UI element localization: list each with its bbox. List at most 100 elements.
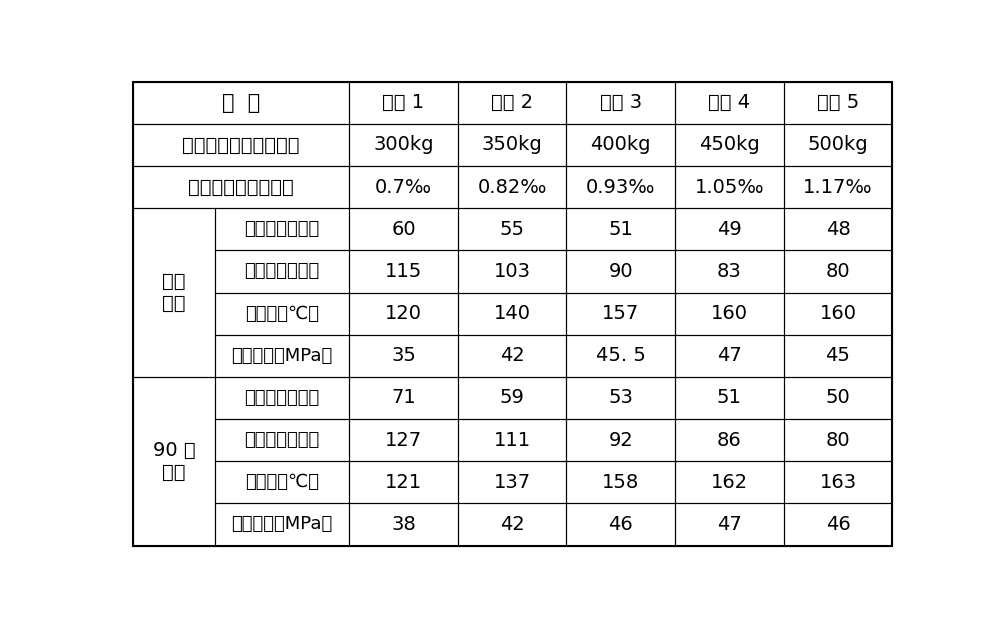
Text: 60: 60 — [391, 220, 416, 238]
Bar — [349, 166, 458, 208]
Bar — [566, 504, 675, 545]
Bar — [566, 166, 675, 208]
Text: 初凝时间（秒）: 初凝时间（秒） — [244, 220, 320, 238]
Bar — [675, 335, 784, 377]
Text: 127: 127 — [385, 430, 422, 450]
Text: 0.7‰: 0.7‰ — [375, 178, 432, 197]
Text: 120: 120 — [385, 304, 422, 323]
Bar — [675, 166, 784, 208]
Bar — [566, 377, 675, 419]
Text: 90 日
测试: 90 日 测试 — [153, 441, 195, 482]
Text: 0.82‰: 0.82‰ — [477, 178, 547, 197]
Bar — [458, 292, 566, 335]
Bar — [784, 377, 892, 419]
Text: 71: 71 — [391, 389, 416, 407]
Bar — [675, 419, 784, 461]
Text: 400kg: 400kg — [590, 135, 651, 155]
Bar — [349, 208, 458, 250]
Text: 47: 47 — [717, 347, 742, 365]
Bar — [566, 292, 675, 335]
Bar — [784, 461, 892, 504]
Bar — [675, 124, 784, 166]
Bar — [458, 335, 566, 377]
Text: 49: 49 — [717, 220, 742, 238]
Text: 固化时间（秒）: 固化时间（秒） — [244, 263, 320, 281]
Bar — [566, 461, 675, 504]
Bar — [215, 335, 349, 377]
Text: 160: 160 — [711, 304, 748, 323]
Text: 46: 46 — [826, 515, 850, 534]
Bar — [458, 504, 566, 545]
Bar — [458, 208, 566, 250]
Bar — [675, 461, 784, 504]
Text: 42: 42 — [500, 347, 524, 365]
Bar — [458, 250, 566, 292]
Text: 137: 137 — [494, 473, 531, 492]
Bar — [133, 124, 349, 166]
Bar — [784, 166, 892, 208]
Text: 38: 38 — [391, 515, 416, 534]
Text: 1.17‰: 1.17‰ — [803, 178, 873, 197]
Bar — [349, 82, 458, 124]
Bar — [133, 377, 215, 545]
Text: 157: 157 — [602, 304, 639, 323]
Text: 拉伸强度（MPa）: 拉伸强度（MPa） — [231, 515, 333, 533]
Bar — [215, 419, 349, 461]
Text: 当日
测试: 当日 测试 — [162, 272, 186, 313]
Bar — [458, 461, 566, 504]
Text: 錨原子含量（重量）: 錨原子含量（重量） — [188, 178, 294, 197]
Text: 测试 4: 测试 4 — [708, 93, 750, 112]
Text: 80: 80 — [826, 262, 850, 281]
Text: 350kg: 350kg — [482, 135, 542, 155]
Text: 51: 51 — [608, 220, 633, 238]
Text: 有机錨催化剂的加入量: 有机錨催化剂的加入量 — [182, 135, 300, 155]
Text: 450kg: 450kg — [699, 135, 760, 155]
Bar — [133, 208, 215, 377]
Text: 1.05‰: 1.05‰ — [695, 178, 764, 197]
Text: 项  目: 项 目 — [222, 93, 260, 113]
Text: 103: 103 — [494, 262, 531, 281]
Bar — [458, 419, 566, 461]
Text: 测试 1: 测试 1 — [382, 93, 425, 112]
Bar — [215, 250, 349, 292]
Bar — [349, 292, 458, 335]
Bar — [675, 504, 784, 545]
Text: 50: 50 — [826, 389, 850, 407]
Text: 47: 47 — [717, 515, 742, 534]
Text: 测试 2: 测试 2 — [491, 93, 533, 112]
Bar — [784, 504, 892, 545]
Bar — [566, 335, 675, 377]
Text: 固化时间（秒）: 固化时间（秒） — [244, 431, 320, 449]
Text: 80: 80 — [826, 430, 850, 450]
Bar — [566, 208, 675, 250]
Text: 90: 90 — [608, 262, 633, 281]
Text: 51: 51 — [717, 389, 742, 407]
Text: 83: 83 — [717, 262, 742, 281]
Text: 45: 45 — [826, 347, 850, 365]
Bar — [349, 504, 458, 545]
Text: 500kg: 500kg — [808, 135, 868, 155]
Bar — [566, 419, 675, 461]
Bar — [215, 292, 349, 335]
Bar — [349, 335, 458, 377]
Text: 300kg: 300kg — [373, 135, 434, 155]
Text: 42: 42 — [500, 515, 524, 534]
Text: 放热峰（℃）: 放热峰（℃） — [245, 473, 319, 491]
Bar — [215, 377, 349, 419]
Text: 53: 53 — [608, 389, 633, 407]
Bar — [566, 250, 675, 292]
Bar — [215, 208, 349, 250]
Text: 59: 59 — [500, 389, 525, 407]
Bar — [784, 250, 892, 292]
Bar — [458, 377, 566, 419]
Bar — [349, 250, 458, 292]
Bar — [675, 208, 784, 250]
Text: 测试 3: 测试 3 — [600, 93, 642, 112]
Text: 放热峰（℃）: 放热峰（℃） — [245, 305, 319, 322]
Bar — [784, 208, 892, 250]
Bar — [566, 124, 675, 166]
Bar — [784, 335, 892, 377]
Bar — [349, 419, 458, 461]
Text: 140: 140 — [494, 304, 531, 323]
Text: 测试 5: 测试 5 — [817, 93, 859, 112]
